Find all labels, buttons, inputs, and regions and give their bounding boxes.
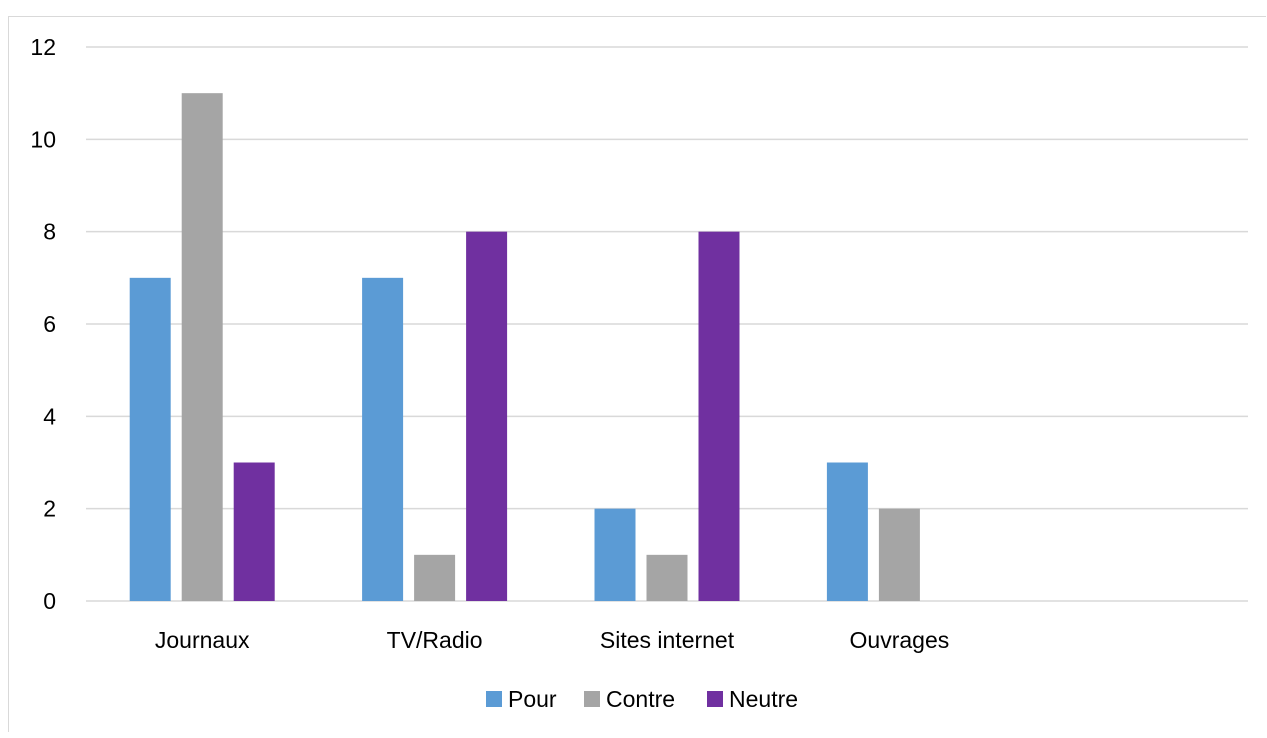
y-tick-label: 8 [43, 219, 56, 245]
bar-contre [414, 554, 456, 601]
bars [129, 93, 920, 602]
y-tick-label: 4 [43, 403, 56, 429]
y-tick-label: 12 [30, 34, 56, 60]
x-tick-label: Sites internet [600, 627, 735, 653]
legend-swatch [584, 691, 600, 707]
bar-contre [646, 554, 688, 601]
x-tick-label: Ouvrages [850, 627, 950, 653]
bar-contre [878, 508, 920, 601]
bar-neutre [466, 231, 508, 601]
x-axis-labels: Journaux TV/Radio Sites internet Ouvrages [155, 627, 949, 653]
legend-item-pour: Pour [486, 686, 557, 712]
legend-label: Pour [508, 686, 557, 712]
legend: Pour Contre Neutre [486, 686, 798, 712]
legend-swatch [486, 691, 502, 707]
bar-pour [129, 277, 171, 601]
x-tick-label: TV/Radio [387, 627, 483, 653]
y-tick-label: 2 [43, 496, 56, 522]
bar-pour [594, 508, 636, 601]
legend-label: Contre [606, 686, 675, 712]
bar-neutre [233, 462, 275, 601]
x-tick-label: Journaux [155, 627, 250, 653]
bar-pour [826, 462, 868, 601]
y-tick-label: 6 [43, 311, 56, 337]
bar-neutre [698, 231, 740, 601]
legend-label: Neutre [729, 686, 798, 712]
y-tick-label: 0 [43, 588, 56, 614]
y-axis-ticks: 0 2 4 6 8 10 12 [30, 34, 56, 614]
bar-pour [362, 277, 404, 601]
bar-contre [181, 93, 223, 602]
legend-swatch [707, 691, 723, 707]
y-tick-label: 10 [30, 126, 56, 152]
legend-item-neutre: Neutre [707, 686, 798, 712]
legend-item-contre: Contre [584, 686, 675, 712]
